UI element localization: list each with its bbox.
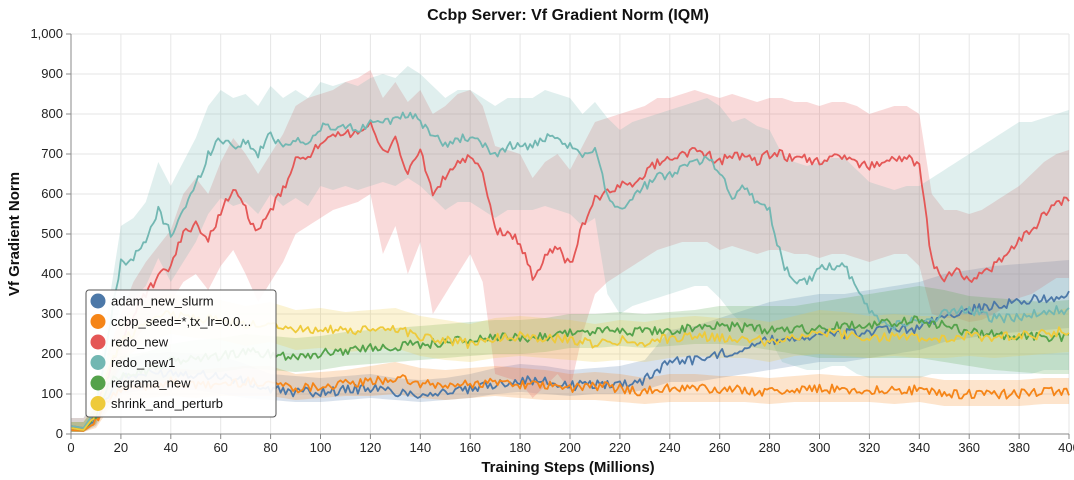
legend-swatch xyxy=(90,334,106,350)
x-tick-label: 400 xyxy=(1058,440,1074,455)
legend-swatch xyxy=(90,314,106,329)
x-tick-label: 280 xyxy=(759,440,781,455)
legend-swatch xyxy=(90,396,106,411)
y-tick-label: 600 xyxy=(41,186,63,201)
x-tick-label: 380 xyxy=(1008,440,1030,455)
confidence-band-2 xyxy=(71,70,1069,432)
y-tick-label: 700 xyxy=(41,146,63,161)
x-tick-label: 60 xyxy=(213,440,227,455)
y-tick-label: 400 xyxy=(41,266,63,281)
legend: adam_new_slurm ccbp_seed=*,tx_lr=0.0...re… xyxy=(85,289,277,418)
x-tick-label: 80 xyxy=(263,440,277,455)
y-tick-label: 800 xyxy=(41,106,63,121)
legend-label: regrama_new xyxy=(111,376,191,391)
x-tick-label: 300 xyxy=(809,440,831,455)
axes: 0 20 40 60 80 100 120 140 160 180 200 220 240 260 280 3… xyxy=(30,26,1074,455)
x-tick-label: 0 xyxy=(67,440,74,455)
x-tick-label: 340 xyxy=(908,440,930,455)
y-tick-label: 0 xyxy=(56,426,63,441)
y-tick-label: 200 xyxy=(41,346,63,361)
legend-swatch xyxy=(90,293,106,309)
confidence-band-4 xyxy=(71,286,1069,432)
legend-swatch xyxy=(90,355,106,370)
confidence-band-1 xyxy=(71,362,1069,432)
series-line-3 xyxy=(70,111,1070,429)
chart-title: Ccbp Server: Vf Gradient Norm (IQM) xyxy=(427,7,709,24)
x-tick-label: 360 xyxy=(958,440,980,455)
x-tick-label: 220 xyxy=(609,440,631,455)
legend-label: adam_new_slurm xyxy=(111,294,214,309)
legend-box xyxy=(85,289,277,418)
y-tick-label: 500 xyxy=(41,226,63,241)
confidence-band-3 xyxy=(71,66,1069,432)
y-tick-label: 300 xyxy=(41,306,63,321)
y-axis-title: Vf Gradient Norm xyxy=(6,172,23,296)
y-tick-label: 900 xyxy=(41,66,63,81)
x-tick-label: 240 xyxy=(659,440,681,455)
legend-label: redo_new1 xyxy=(111,355,175,370)
x-tick-label: 100 xyxy=(310,440,332,455)
confidence-band-5 xyxy=(71,294,1069,432)
y-tick-label: 1,000 xyxy=(30,26,63,41)
x-tick-label: 160 xyxy=(459,440,481,455)
x-tick-label: 40 xyxy=(164,440,178,455)
x-tick-label: 140 xyxy=(409,440,431,455)
legend-label: shrink_and_perturb xyxy=(111,396,223,411)
x-tick-label: 260 xyxy=(709,440,731,455)
x-tick-label: 180 xyxy=(509,440,531,455)
x-tick-label: 320 xyxy=(859,440,881,455)
y-tick-label: 100 xyxy=(41,386,63,401)
x-axis-title: Training Steps (Millions) xyxy=(481,459,654,476)
legend-label: ccbp_seed=*,tx_lr=0.0... xyxy=(111,314,251,329)
series-line-2 xyxy=(70,120,1070,429)
x-tick-label: 20 xyxy=(114,440,128,455)
legend-swatch xyxy=(90,375,106,391)
x-tick-label: 120 xyxy=(360,440,382,455)
x-tick-label: 200 xyxy=(559,440,581,455)
legend-label: redo_new xyxy=(111,335,169,350)
